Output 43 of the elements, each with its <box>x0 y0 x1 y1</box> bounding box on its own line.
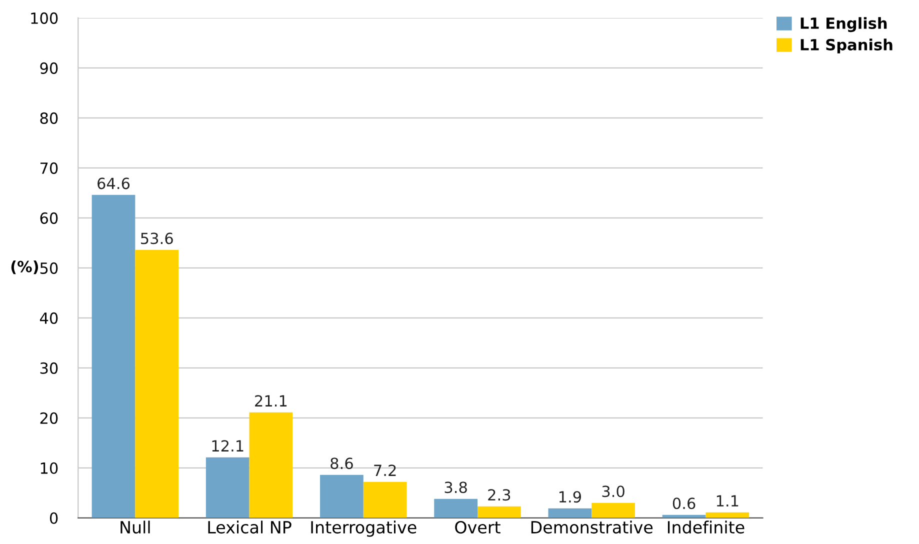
bar <box>477 506 521 518</box>
data-label: 12.1 <box>212 440 244 452</box>
y-tick-label: 40 <box>40 312 58 324</box>
data-label: 3.8 <box>444 482 467 494</box>
legend-label: L1 Spanish <box>800 38 892 54</box>
data-label: 53.6 <box>141 232 173 244</box>
bar <box>135 250 179 518</box>
legend-label: L1 English <box>800 17 887 32</box>
y-tick-label: 30 <box>40 362 58 374</box>
data-label: 1.9 <box>559 491 581 503</box>
bar <box>548 508 592 518</box>
y-tick-label: 80 <box>40 112 58 124</box>
y-tick-label: 10 <box>40 462 58 474</box>
y-tick-label: 70 <box>40 162 58 174</box>
data-label: 8.6 <box>330 458 353 470</box>
data-label: 3.0 <box>602 486 624 498</box>
x-tick-label: Demonstrative <box>531 520 653 534</box>
data-label: 7.2 <box>374 464 396 476</box>
x-tick-label: Null <box>120 520 150 534</box>
bar <box>363 482 407 518</box>
data-label: 0.6 <box>672 498 696 510</box>
y-tick-label: 20 <box>40 412 58 424</box>
data-label: 64.6 <box>98 178 130 190</box>
y-axis-title: (%) <box>11 260 38 274</box>
y-tick-label: 60 <box>40 212 58 224</box>
y-tick-label: 90 <box>40 62 58 74</box>
bar <box>706 512 750 518</box>
data-label: 21.1 <box>255 395 287 406</box>
y-tick-label: 0 <box>50 512 58 524</box>
x-tick-label: Indefinite <box>668 520 744 534</box>
bar <box>434 498 478 518</box>
bar <box>320 474 364 518</box>
bar <box>249 412 293 518</box>
bar <box>206 457 250 518</box>
x-tick-label: Overt <box>455 520 500 534</box>
data-label: 2.3 <box>488 489 510 501</box>
y-tick-label: 50 <box>40 262 58 274</box>
x-tick-label: Interrogative <box>311 520 416 537</box>
bar <box>92 194 136 518</box>
bar <box>592 502 635 518</box>
x-tick-label: Lexical NP <box>208 520 292 534</box>
data-label: 1.1 <box>716 495 738 506</box>
y-tick-label: 100 <box>31 12 58 24</box>
